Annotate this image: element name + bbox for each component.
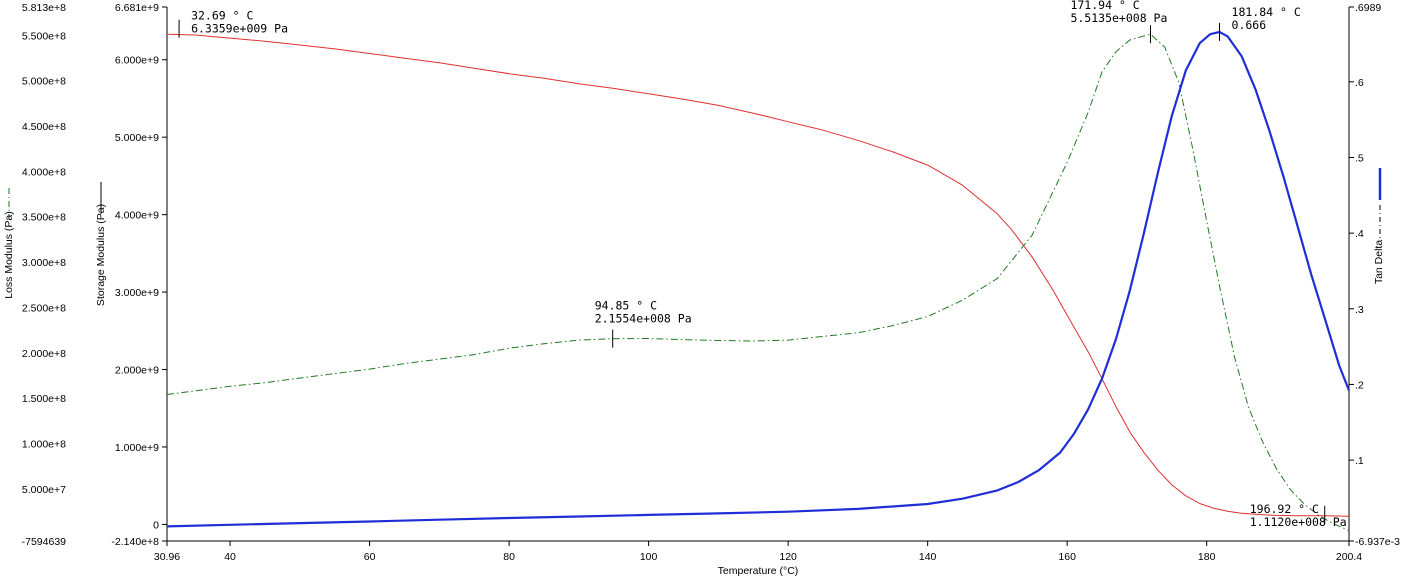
- loss-tick-label: 5.500e+8: [22, 30, 66, 42]
- loss-tick-label: 5.000e+7: [22, 484, 66, 496]
- annotation-temperature: 196.92 ° C: [1250, 502, 1319, 516]
- loss-tick-label: 2.500e+8: [22, 302, 66, 314]
- loss-modulus-line: [166, 33, 1350, 531]
- tan-delta-line: [166, 30, 1351, 528]
- x-tick-label: 140: [919, 551, 937, 563]
- storage-tick-label: 1.000e+9: [115, 442, 159, 454]
- annotation-value: 1.1120e+008 Pa: [1250, 515, 1347, 529]
- loss-tick-label: 5.000e+8: [22, 76, 66, 88]
- loss-tick-label: 2.000e+8: [22, 348, 66, 360]
- x-tick-label: 80: [503, 551, 515, 563]
- tan-delta-tick-label: .6: [1355, 77, 1364, 89]
- tan-delta-axis-title: Tan Delta: [1373, 240, 1385, 285]
- tan-delta-tick-label: .3: [1355, 304, 1364, 316]
- tan-delta-tick-label: .1: [1355, 455, 1364, 467]
- loss-tick-label: 4.000e+8: [22, 166, 66, 178]
- x-axis-title: Temperature (°C): [718, 565, 799, 577]
- loss-tick-label: -7594639: [22, 536, 67, 548]
- x-tick-label: 60: [364, 551, 376, 563]
- x-tick-label: 200.4: [1336, 551, 1362, 563]
- annotation-value: 2.1554e+008 Pa: [595, 312, 692, 326]
- annotation-temperature: 32.69 ° C: [191, 9, 253, 23]
- annotations: 32.69 ° C6.3359e+009 Pa 94.85 ° C2.1554e+…: [178, 0, 1347, 529]
- tan-delta-tick-label: .4: [1355, 228, 1364, 240]
- loss-tick-label: 3.000e+8: [22, 257, 66, 269]
- tan-delta-tick-label: -6.937e-3: [1355, 536, 1400, 548]
- loss-axis-title: Loss Modulus (Pa): [3, 211, 15, 299]
- annotation-value: 5.5135e+008 Pa: [1070, 11, 1167, 25]
- tan-delta-tick-label: .5: [1355, 152, 1364, 164]
- series-lines: [166, 30, 1351, 531]
- storage-tick-label: -2.140e+8: [111, 536, 159, 548]
- loss-tick-label: 1.500e+8: [22, 393, 66, 405]
- storage-tick-label: 6.681e+9: [115, 2, 159, 14]
- tan-delta-tick-label: .2: [1355, 379, 1364, 391]
- storage-tick-label: 5.000e+9: [115, 132, 159, 144]
- x-tick-label: 100: [640, 551, 658, 563]
- annotation-value: 0.666: [1232, 18, 1267, 32]
- x-tick-label: 40: [224, 551, 236, 563]
- storage-tick-label: 6.000e+9: [115, 55, 159, 67]
- axes: 30.96 40 60 80 100 120 140 160 180 200.4 5.813e+8 5…: [8, 2, 1400, 563]
- x-tick-label: 180: [1198, 551, 1216, 563]
- storage-axis-title: Storage Modulus (Pa): [95, 204, 107, 306]
- storage-modulus-line: [166, 33, 1350, 517]
- annotation-value: 6.3359e+009 Pa: [191, 22, 288, 36]
- storage-tick-label: 2.000e+9: [115, 365, 159, 377]
- annotation-temperature: 94.85 ° C: [595, 299, 657, 313]
- annotation-temperature: 181.84 ° C: [1232, 5, 1301, 19]
- x-tick-label: 160: [1058, 551, 1076, 563]
- tan-delta-tick-label: .6989: [1355, 2, 1381, 14]
- loss-tick-label: 3.500e+8: [22, 212, 66, 224]
- storage-tick-label: 3.000e+9: [115, 287, 159, 299]
- storage-tick-label: 4.000e+9: [115, 210, 159, 222]
- storage-tick-label: 0: [153, 519, 159, 531]
- loss-tick-label: 4.500e+8: [22, 121, 66, 133]
- x-tick-label: 30.96: [154, 551, 180, 563]
- annotation-temperature: 171.94 ° C: [1070, 0, 1139, 12]
- loss-tick-label: 1.000e+8: [22, 438, 66, 450]
- loss-tick-label: 5.813e+8: [22, 2, 66, 14]
- x-tick-label: 120: [779, 551, 797, 563]
